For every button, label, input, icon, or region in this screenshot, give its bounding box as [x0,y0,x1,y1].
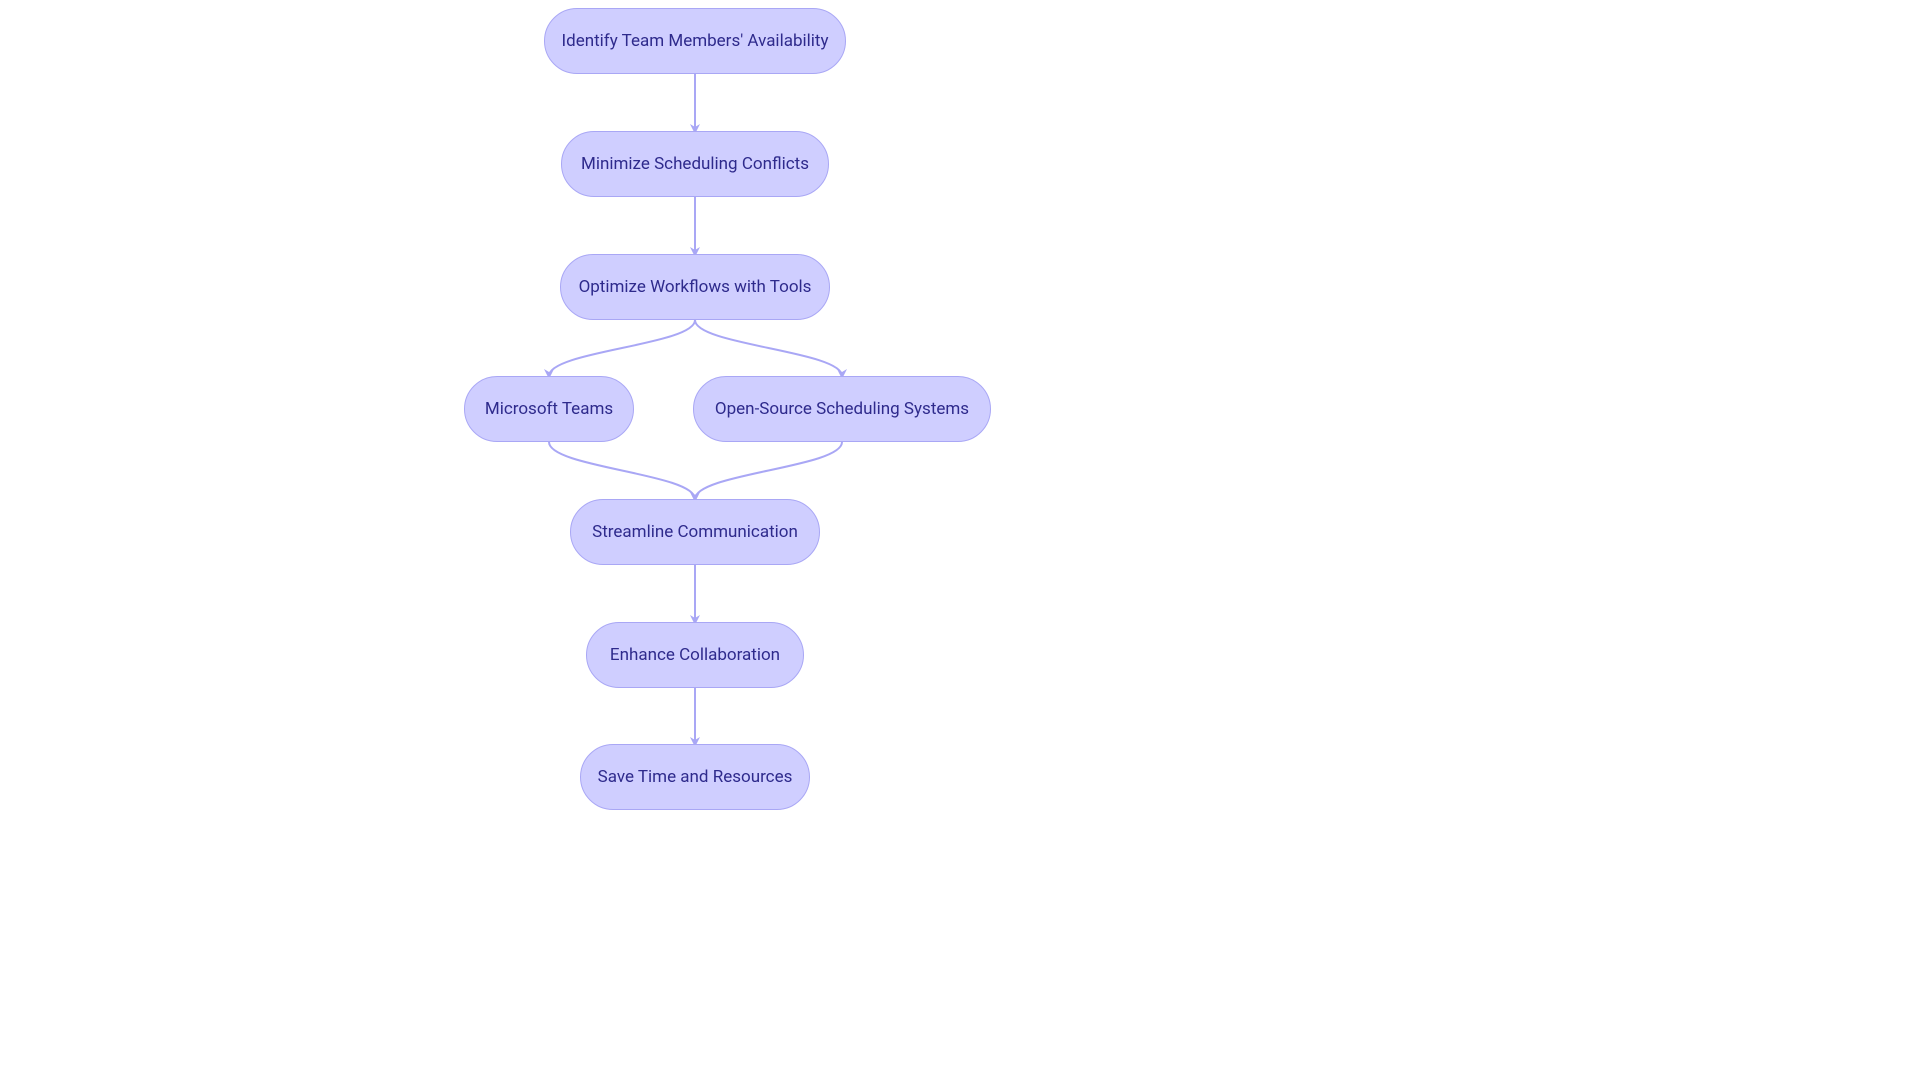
flowchart-node: Open-Source Scheduling Systems [693,376,991,442]
flowchart-canvas: Identify Team Members' Availability Minim… [0,0,1920,1080]
flowchart-node: Streamline Communication [570,499,820,565]
flowchart-edges [0,0,1920,1080]
flowchart-node: Microsoft Teams [464,376,634,442]
flowchart-node: Optimize Workflows with Tools [560,254,830,320]
flowchart-edge [695,442,842,499]
flowchart-node: Save Time and Resources [580,744,810,810]
flowchart-node-label: Optimize Workflows with Tools [579,277,812,297]
flowchart-node-label: Streamline Communication [592,522,798,542]
flowchart-edge [549,320,695,376]
flowchart-node-label: Microsoft Teams [485,399,613,419]
flowchart-edge [549,442,695,499]
flowchart-node-label: Enhance Collaboration [610,645,780,665]
flowchart-node: Enhance Collaboration [586,622,804,688]
flowchart-node-label: Minimize Scheduling Conflicts [581,154,809,174]
flowchart-edge [695,320,842,376]
flowchart-node: Identify Team Members' Availability [544,8,846,74]
flowchart-node-label: Identify Team Members' Availability [562,31,829,51]
flowchart-node-label: Save Time and Resources [598,767,793,787]
flowchart-node: Minimize Scheduling Conflicts [561,131,829,197]
flowchart-node-label: Open-Source Scheduling Systems [715,399,969,419]
